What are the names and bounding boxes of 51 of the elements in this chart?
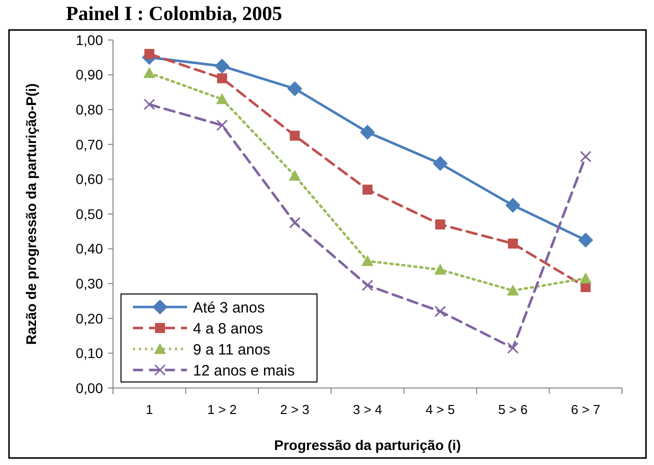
x-axis-title: Progressão da parturição (i) — [274, 437, 461, 453]
point — [508, 238, 518, 249]
legend-label: 9 a 11 anos — [193, 341, 270, 358]
point — [362, 254, 374, 266]
point — [289, 216, 301, 228]
legend-label: 4 a 8 anos — [193, 320, 264, 338]
y-tick-label: 0,60 — [76, 171, 104, 188]
point — [362, 184, 372, 195]
legend-label: 12 anos e mais — [193, 362, 295, 380]
point — [216, 120, 228, 132]
y-tick-label: 0,80 — [76, 102, 104, 118]
point — [287, 81, 302, 96]
point — [217, 73, 228, 84]
point — [290, 130, 300, 141]
point — [360, 124, 375, 140]
point — [435, 219, 446, 230]
point — [143, 67, 156, 78]
x-tick-label: 3 > 4 — [352, 402, 382, 417]
point — [580, 150, 592, 162]
point — [432, 156, 448, 172]
point — [434, 264, 446, 275]
point — [362, 280, 374, 292]
point — [144, 48, 154, 59]
y-axis-title: Razão de progressão da parturição-P(i) — [23, 83, 39, 345]
y-tick-label: 0,30 — [76, 276, 104, 292]
point — [578, 232, 594, 248]
point — [580, 272, 592, 284]
point — [505, 198, 520, 213]
chart-title: Painel I : Colombia, 2005 — [66, 3, 282, 25]
point — [434, 306, 446, 318]
point — [144, 98, 156, 110]
point — [214, 58, 230, 74]
y-tick-label: 0,50 — [76, 206, 104, 222]
x-tick-label: 2 > 3 — [280, 402, 310, 417]
y-tick-label: 0,70 — [76, 136, 104, 152]
y-tick-label: 0,10 — [76, 345, 104, 362]
x-tick-label: 5 > 6 — [498, 402, 528, 417]
point — [288, 170, 301, 181]
point — [506, 284, 519, 296]
point — [216, 93, 228, 104]
legend-label: Até 3 anos — [193, 299, 265, 316]
x-tick-label: 1 > 2 — [207, 402, 237, 417]
y-tick-label: 0,90 — [76, 66, 104, 83]
y-tick-label: 1,00 — [76, 32, 104, 48]
x-tick-label: 1 — [146, 402, 153, 417]
point — [507, 342, 519, 354]
y-tick-label: 0,40 — [76, 240, 104, 257]
y-tick-label: 0,00 — [76, 380, 104, 396]
x-tick-label: 6 > 7 — [571, 402, 600, 417]
y-tick-label: 0,20 — [76, 310, 104, 326]
x-tick-label: 4 > 5 — [426, 402, 455, 417]
